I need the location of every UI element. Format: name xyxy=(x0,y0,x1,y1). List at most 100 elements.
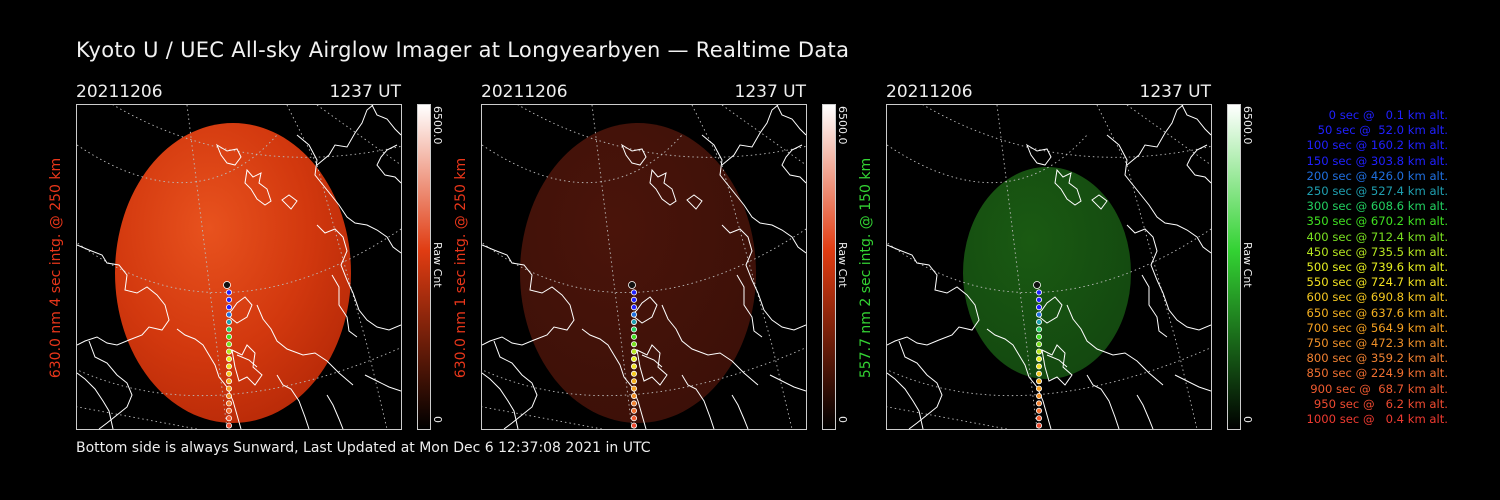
trajectory-point xyxy=(225,422,232,429)
coastline xyxy=(1046,354,1068,368)
trajectory-point xyxy=(1035,385,1042,392)
grid-line xyxy=(887,347,1211,397)
image-panel-3: 20211206 1237 UT 6500.0 0 Raw Cnt xyxy=(886,82,1286,432)
coastline xyxy=(686,194,703,210)
trajectory-point xyxy=(630,296,637,303)
sky-disk xyxy=(520,123,756,423)
legend-entry: 750 sec @ 472.3 km alt. xyxy=(1306,336,1448,351)
legend-entry: 500 sec @ 739.6 km alt. xyxy=(1306,260,1448,275)
trajectory-point xyxy=(1035,348,1042,355)
trajectory-point xyxy=(1035,326,1042,333)
grid-line xyxy=(482,406,603,429)
trajectory-point xyxy=(1033,281,1041,289)
panel-ylabel: 630.0 nm 4 sec intg. @ 250 km xyxy=(48,157,64,379)
grid-line xyxy=(1126,105,1211,166)
colorbar xyxy=(417,104,431,430)
trajectory-point xyxy=(1035,333,1042,340)
trajectory-point xyxy=(630,341,637,348)
trajectory-point xyxy=(225,392,232,399)
legend-entry: 150 sec @ 303.8 km alt. xyxy=(1306,153,1448,168)
coastline xyxy=(1054,168,1082,206)
colorbar-max: 6500.0 xyxy=(431,106,444,145)
panel-time: 1237 UT xyxy=(329,82,402,102)
coastline xyxy=(769,374,806,392)
trajectory-point xyxy=(1035,355,1042,362)
legend-entry: 350 sec @ 670.2 km alt. xyxy=(1306,214,1448,229)
coastline xyxy=(316,105,374,166)
panel-ylabel: 630.0 nm 1 sec intg. @ 250 km xyxy=(453,157,469,379)
coastline xyxy=(326,394,344,429)
legend-entry: 250 sec @ 527.4 km alt. xyxy=(1306,184,1448,199)
coastline xyxy=(77,372,114,429)
trajectory-point xyxy=(1035,318,1042,325)
panel-date: 20211206 xyxy=(886,82,973,102)
legend-entry: 400 sec @ 712.4 km alt. xyxy=(1306,229,1448,244)
coastline xyxy=(1066,304,1164,386)
trajectory-point xyxy=(630,289,637,296)
grid-line xyxy=(887,134,1088,183)
trajectory-point xyxy=(630,363,637,370)
coastline xyxy=(776,105,806,136)
trajectory-point xyxy=(630,311,637,318)
coastline xyxy=(1141,274,1168,338)
coastline xyxy=(1136,394,1154,429)
trajectory-point xyxy=(1035,378,1042,385)
coastline xyxy=(1041,344,1073,386)
grid-line xyxy=(482,347,806,397)
coastline xyxy=(226,296,253,324)
footer-status: Bottom side is always Sunward, Last Upda… xyxy=(76,440,651,456)
trajectory-point xyxy=(630,318,637,325)
coastline xyxy=(631,296,658,324)
coastline xyxy=(649,168,677,206)
trajectory-point xyxy=(628,281,636,289)
legend-entry: 0 sec @ 0.1 km alt. xyxy=(1328,108,1448,122)
trajectory-point xyxy=(225,341,232,348)
image-panel-2: 20211206 1237 UT 6500.0 0 Raw Cnt xyxy=(481,82,881,432)
coastline xyxy=(1126,224,1211,331)
coastline xyxy=(736,274,763,338)
coastline xyxy=(256,304,354,386)
coastline xyxy=(482,372,519,429)
coastline xyxy=(1174,374,1211,392)
colorbar-unit: Raw Cnt xyxy=(836,242,849,288)
trajectory-point xyxy=(225,385,232,392)
legend-entry: 300 sec @ 608.6 km alt. xyxy=(1306,199,1448,214)
grid-line xyxy=(922,105,1211,158)
colorbar-max: 6500.0 xyxy=(836,106,849,145)
allsky-image xyxy=(76,104,402,430)
trajectory-point xyxy=(1035,363,1042,370)
coastline xyxy=(620,143,647,166)
legend-entry: 1000 sec @ 0.4 km alt. xyxy=(1306,412,1448,427)
trajectory-point xyxy=(225,311,232,318)
coastline xyxy=(887,372,924,429)
trajectory-point xyxy=(630,392,637,399)
trajectory-point xyxy=(225,326,232,333)
coastline xyxy=(376,144,401,184)
coastline xyxy=(721,224,806,331)
colorbar-unit: Raw Cnt xyxy=(1241,242,1254,288)
trajectory-point xyxy=(1035,415,1042,422)
panel-time: 1237 UT xyxy=(734,82,807,102)
coastline xyxy=(681,374,715,429)
trajectory-point xyxy=(630,304,637,311)
coastline xyxy=(77,244,170,346)
trajectory-point xyxy=(630,333,637,340)
coastline xyxy=(88,340,133,429)
trajectory-point xyxy=(630,415,637,422)
trajectory-point xyxy=(1035,311,1042,318)
coastline xyxy=(1025,143,1052,166)
trajectory-point xyxy=(225,318,232,325)
trajectory-point xyxy=(225,407,232,414)
coastline xyxy=(231,344,263,386)
trajectory-point xyxy=(630,370,637,377)
coastline xyxy=(581,328,647,429)
trajectory-point xyxy=(225,400,232,407)
coastline xyxy=(1091,194,1108,210)
trajectory-point xyxy=(225,363,232,370)
grid-line xyxy=(77,406,198,429)
legend-entry: 100 sec @ 160.2 km alt. xyxy=(1306,138,1448,153)
legend-entry: 450 sec @ 735.5 km alt. xyxy=(1306,244,1448,259)
trajectory-point xyxy=(225,415,232,422)
trajectory-point xyxy=(225,296,232,303)
colorbar-min: 0 xyxy=(1241,416,1254,423)
